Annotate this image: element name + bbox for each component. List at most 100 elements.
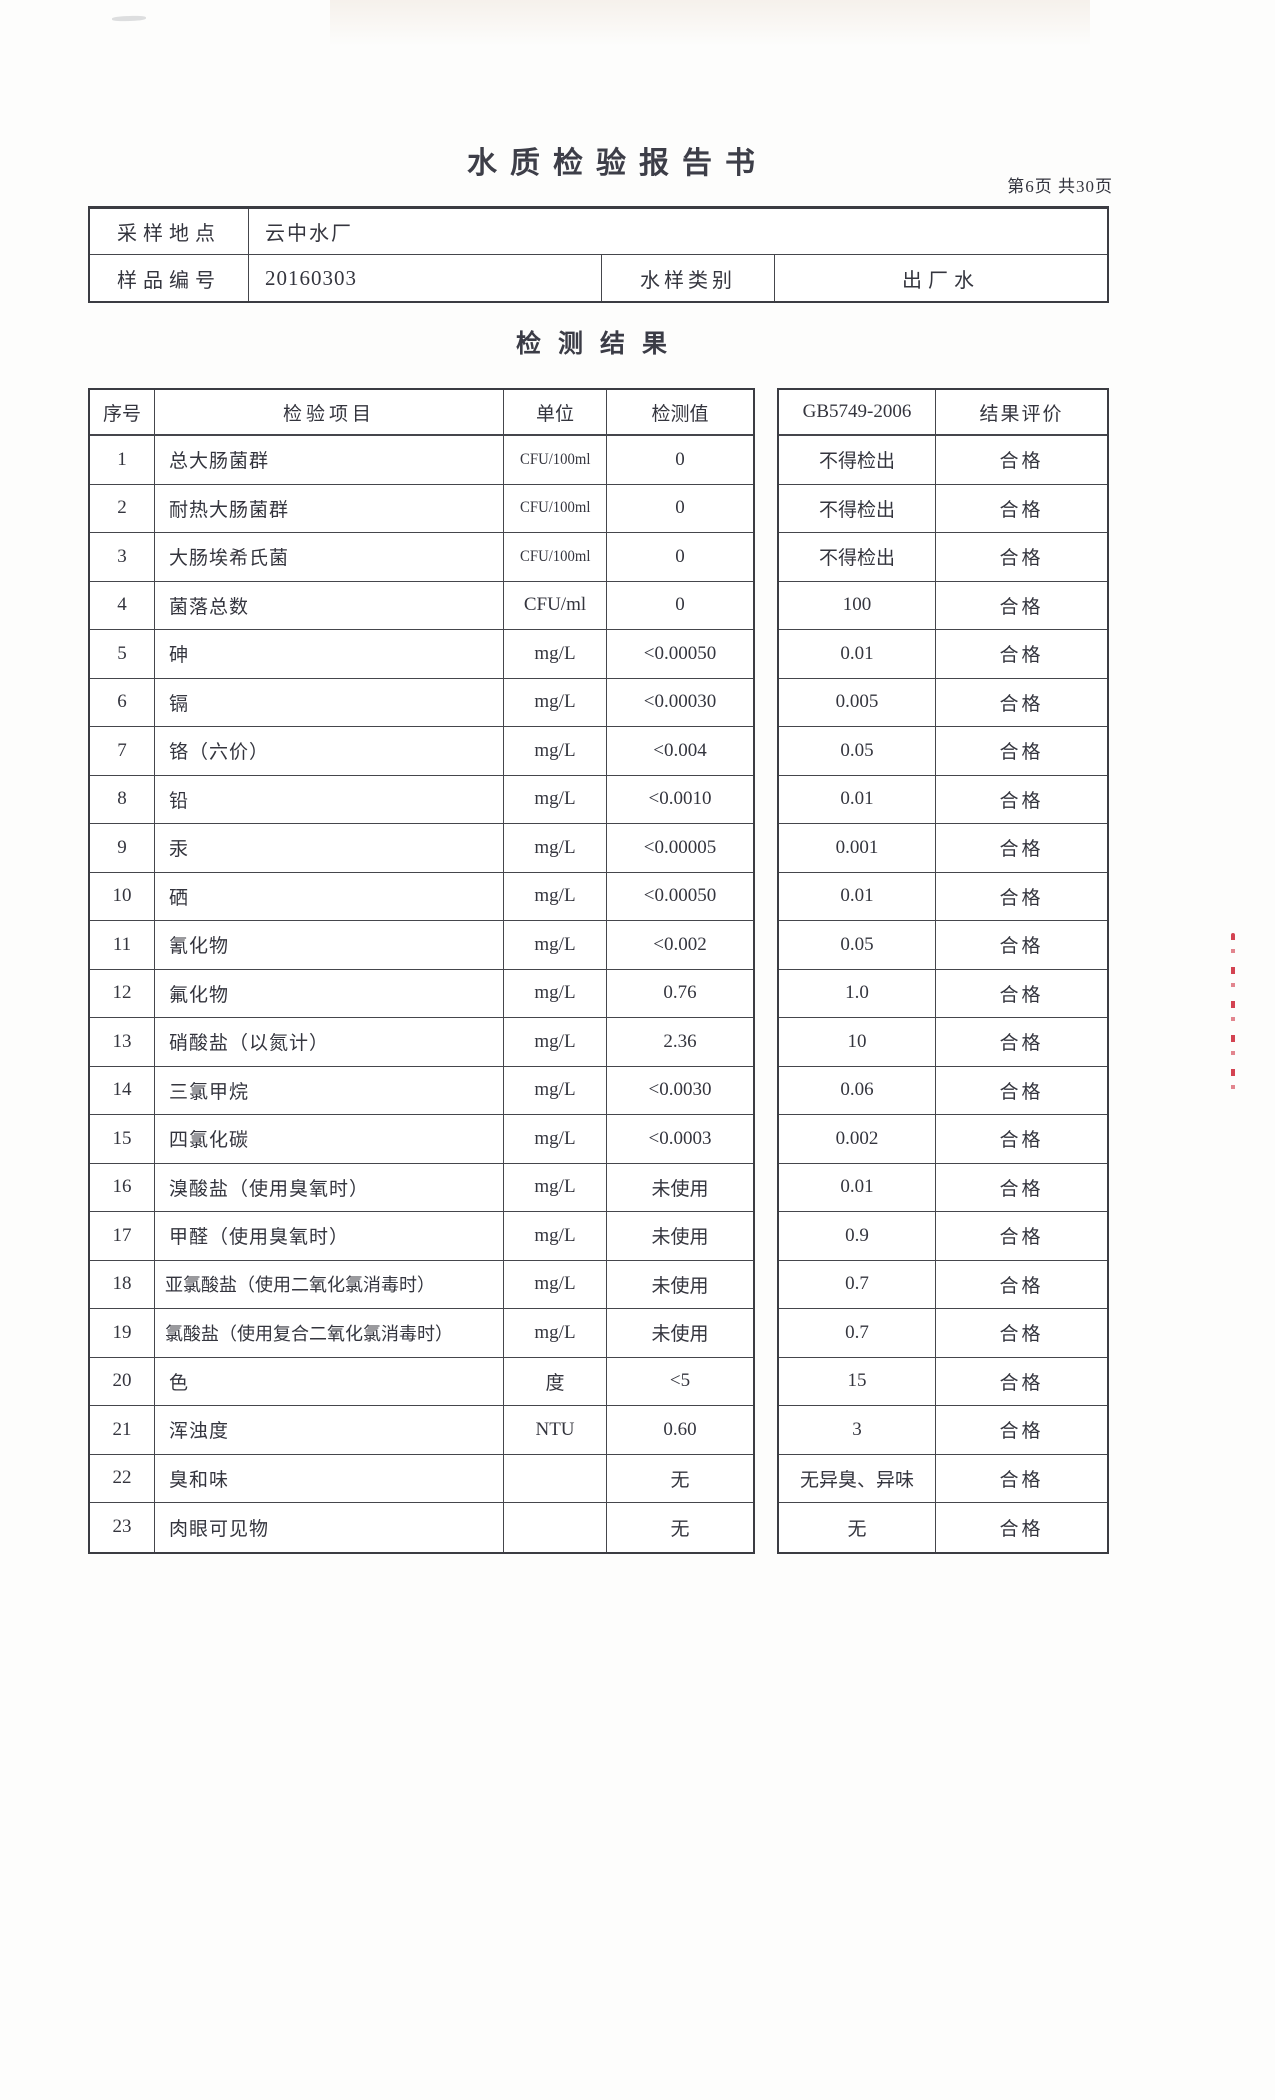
row-item: 铅 (155, 775, 504, 824)
row-item: 砷 (155, 630, 504, 679)
row-unit: CFU/100ml (504, 533, 607, 582)
row-evaluation: 合格 (936, 824, 1107, 873)
row-unit: mg/L (504, 727, 607, 776)
row-standard: 15 (779, 1357, 936, 1406)
row-evaluation: 合格 (936, 1261, 1107, 1309)
row-value: 无 (670, 1518, 690, 1540)
row-evaluation: 合格 (936, 1358, 1107, 1406)
results-table-right: GB5749-2006 结果评价 不得检出 合格 不得检出 合格 不得检出 合格 100 合格… (777, 388, 1109, 1554)
row-unit: 度 (504, 1357, 607, 1406)
row-item: 铬（六价） (155, 727, 504, 776)
row-evaluation: 合格 (936, 485, 1107, 533)
row-item: 肉眼可见物 (155, 1503, 504, 1552)
row-item: 菌落总数 (155, 581, 504, 630)
row-value: <0.004 (607, 727, 753, 776)
row-value: <0.00005 (607, 824, 753, 873)
row-value: 2.36 (607, 1018, 753, 1067)
row-unit: CFU/100ml (504, 436, 607, 485)
row-value: <5 (607, 1358, 753, 1406)
row-standard: 0.06 (779, 1066, 936, 1115)
row-standard: 无 (779, 1503, 936, 1552)
row-evaluation: 合格 (936, 1455, 1107, 1503)
row-evaluation: 合格 (936, 727, 1107, 776)
row-value: <0.00050 (607, 873, 753, 921)
row-standard: 0.01 (779, 1163, 936, 1212)
scan-smudge-artifact (111, 15, 147, 22)
row-unit: NTU (504, 1406, 607, 1455)
row-value: <0.002 (607, 921, 753, 970)
row-item: 浑浊度 (155, 1406, 504, 1455)
row-standard: 0.002 (779, 1115, 936, 1164)
row-standard: 0.05 (779, 727, 936, 776)
row-no: 22 (90, 1454, 155, 1503)
row-item: 氟化物 (155, 969, 504, 1018)
row-item: 四氯化碳 (155, 1115, 504, 1164)
row-evaluation: 合格 (936, 921, 1107, 970)
row-no: 21 (90, 1406, 155, 1455)
row-evaluation: 合格 (936, 1067, 1107, 1115)
row-no: 23 (90, 1503, 155, 1552)
row-value: 0 (607, 436, 753, 485)
row-standard: 0.9 (779, 1212, 936, 1261)
row-no: 12 (90, 969, 155, 1018)
row-no: 19 (90, 1309, 155, 1358)
header-evaluation: 结果评价 (936, 390, 1107, 436)
row-item: 耐热大肠菌群 (155, 484, 504, 533)
row-no: 15 (90, 1115, 155, 1164)
row-value: 0 (607, 485, 753, 533)
section-title: 检测结果 (515, 331, 684, 358)
row-standard: 10 (779, 1018, 936, 1067)
row-unit: CFU/ml (504, 581, 607, 630)
row-value: <0.0030 (607, 1067, 753, 1115)
row-no: 11 (90, 921, 155, 970)
row-standard: 3 (779, 1406, 936, 1455)
row-value: <0.00050 (607, 630, 753, 679)
sample-info-table: 采样地点 云中水厂 样品编号 20160303 水样类别 出厂水 (88, 206, 1109, 303)
row-item: 亚氯酸盐（使用二氧化氯消毒时） (155, 1260, 504, 1309)
row-standard: 0.7 (779, 1309, 936, 1358)
row-evaluation: 合格 (936, 1164, 1107, 1212)
row-value: <0.00030 (607, 679, 753, 727)
row-evaluation: 合格 (936, 776, 1107, 824)
row-no: 1 (90, 436, 155, 485)
sampling-location-value: 云中水厂 (249, 209, 1107, 255)
row-item: 汞 (155, 824, 504, 873)
row-unit: mg/L (504, 1018, 607, 1067)
water-sample-type-label: 水样类别 (602, 255, 775, 301)
row-value: 未使用 (607, 1164, 753, 1212)
row-unit: mg/L (504, 1309, 607, 1358)
row-value: 0.60 (607, 1406, 753, 1455)
row-evaluation: 合格 (936, 1018, 1107, 1067)
row-standard: 无异臭、异味 (779, 1454, 936, 1503)
sample-info-row-location: 采样地点 云中水厂 (90, 209, 1107, 255)
row-evaluation: 合格 (936, 970, 1107, 1018)
row-evaluation: 合格 (936, 1115, 1107, 1164)
row-no: 17 (90, 1212, 155, 1261)
row-unit: mg/L (504, 630, 607, 679)
row-standard: 100 (779, 581, 936, 630)
row-unit: mg/L (504, 872, 607, 921)
row-value: 无 (607, 1455, 753, 1503)
row-standard: 0.01 (779, 775, 936, 824)
row-no: 16 (90, 1163, 155, 1212)
row-no: 8 (90, 775, 155, 824)
row-unit: mg/L (504, 1066, 607, 1115)
row-value: <0.0010 (607, 776, 753, 824)
header-unit: 单位 (504, 390, 607, 436)
row-value: 未使用 (607, 1261, 753, 1309)
row-unit: mg/L (504, 1115, 607, 1164)
red-pen-mark-artifact (1231, 933, 1235, 1095)
row-standard: 不得检出 (779, 484, 936, 533)
row-evaluation: 合格 (936, 1406, 1107, 1455)
row-item: 大肠埃希氏菌 (155, 533, 504, 582)
row-item: 总大肠菌群 (155, 436, 504, 485)
row-standard: 0.001 (779, 824, 936, 873)
row-standard: 不得检出 (779, 533, 936, 582)
row-evaluation: 合格 (936, 630, 1107, 679)
row-no: 6 (90, 678, 155, 727)
row-no: 10 (90, 872, 155, 921)
sample-info-row-number: 样品编号 20160303 水样类别 出厂水 (90, 255, 1107, 301)
row-value: 未使用 (607, 1212, 753, 1261)
row-unit: mg/L (504, 1260, 607, 1309)
